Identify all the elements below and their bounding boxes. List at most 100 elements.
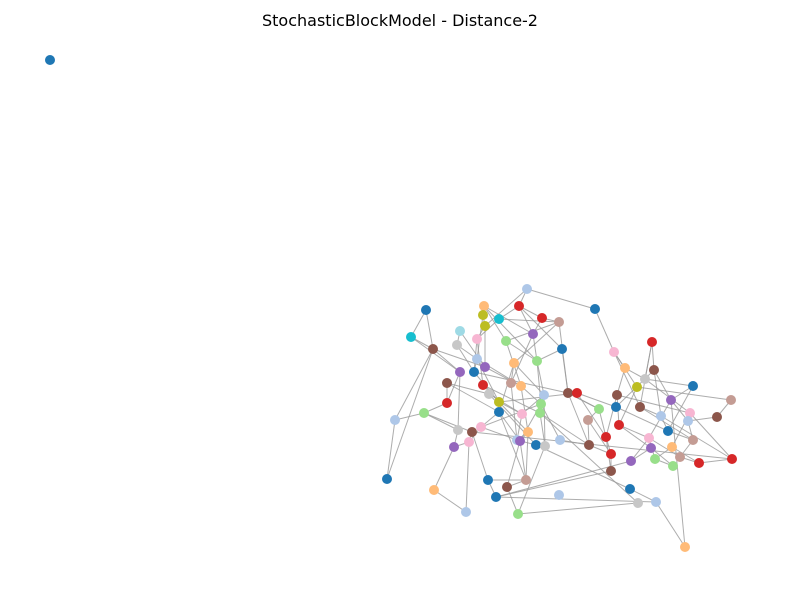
graph-edge <box>425 309 434 350</box>
graph-edge <box>671 446 700 464</box>
graph-edge <box>618 386 638 426</box>
graph-edge <box>653 369 672 401</box>
graph-node <box>594 404 604 414</box>
graph-node <box>563 388 573 398</box>
graph-edge <box>456 344 475 373</box>
graph-node <box>428 344 438 354</box>
graph-node <box>532 356 542 366</box>
graph-node <box>483 475 493 485</box>
graph-edge <box>517 502 639 515</box>
graph-node <box>649 365 659 375</box>
graph-node <box>455 326 465 336</box>
graph-nodes <box>45 55 737 552</box>
graph-node <box>472 334 482 344</box>
graph-edge <box>510 333 534 384</box>
graph-edge <box>517 445 546 515</box>
graph-node <box>606 449 616 459</box>
graph-edge <box>653 369 662 417</box>
graph-node <box>513 509 523 519</box>
graph-node <box>478 380 488 390</box>
graph-node <box>572 388 582 398</box>
graph-edge <box>495 496 657 503</box>
graph-edge <box>495 470 612 498</box>
graph-node <box>494 314 504 324</box>
graph-edge <box>433 446 455 491</box>
graph-edge <box>567 392 590 446</box>
graph-node <box>555 435 565 445</box>
graph-node <box>685 408 695 418</box>
graph-node <box>668 461 678 471</box>
graph-edge <box>483 305 507 342</box>
graph-node <box>590 304 600 314</box>
graph-edge <box>535 444 631 490</box>
graph-node <box>523 427 533 437</box>
graph-node <box>476 422 486 432</box>
graph-node <box>479 301 489 311</box>
graph-node <box>517 409 527 419</box>
graph-node <box>461 507 471 517</box>
graph-edge <box>480 426 518 441</box>
graph-node <box>509 358 519 368</box>
graph-edge <box>457 371 461 431</box>
graph-node <box>531 440 541 450</box>
graph-node <box>506 378 516 388</box>
graph-node <box>502 482 512 492</box>
graph-node <box>469 367 479 377</box>
graph-node <box>683 416 693 426</box>
graph-node <box>694 458 704 468</box>
graph-edge <box>594 308 615 353</box>
graph-edge <box>539 412 590 446</box>
graph-node <box>478 310 488 320</box>
graph-node <box>455 367 465 377</box>
graph-node <box>516 381 526 391</box>
graph-node <box>675 452 685 462</box>
graph-node <box>644 433 654 443</box>
graph-edge <box>613 351 641 408</box>
graph-node <box>472 354 482 364</box>
graph-edge <box>519 440 527 481</box>
graph-edge <box>506 440 521 488</box>
graph-node <box>442 398 452 408</box>
graph-node <box>609 347 619 357</box>
graph-node <box>45 55 55 65</box>
graph-edge <box>518 305 563 350</box>
graph-edge <box>698 458 733 464</box>
graph-node <box>625 484 635 494</box>
graph-node <box>635 402 645 412</box>
graph-edge <box>446 382 500 413</box>
graph-edge <box>433 489 467 513</box>
graph-title: StochasticBlockModel - Distance-2 <box>262 11 538 30</box>
graph-node <box>453 425 463 435</box>
graph-node <box>390 415 400 425</box>
graph-node <box>726 395 736 405</box>
graph-edge <box>471 431 489 481</box>
graph-edge <box>618 424 652 449</box>
graph-edge <box>465 441 470 513</box>
graph-node <box>467 427 477 437</box>
graph-node <box>611 402 621 412</box>
graph-node <box>484 389 494 399</box>
graph-node <box>480 362 490 372</box>
graph-node <box>667 442 677 452</box>
graph-node <box>528 329 538 339</box>
graph-node <box>557 344 567 354</box>
graph-node <box>632 382 642 392</box>
graph-edge <box>480 403 542 428</box>
graph-edge <box>644 378 694 387</box>
graph-node <box>515 436 525 446</box>
graph-node <box>584 440 594 450</box>
graph-node <box>620 363 630 373</box>
graph-edge <box>498 411 527 481</box>
graph-node <box>429 485 439 495</box>
graph-node <box>666 395 676 405</box>
graph-node <box>522 284 532 294</box>
graph-node <box>646 443 656 453</box>
graph-edge <box>655 501 686 548</box>
graph-node <box>626 456 636 466</box>
graph-edges <box>386 288 733 548</box>
graph-node <box>583 415 593 425</box>
graph-edge <box>520 385 529 433</box>
graph-edge <box>513 321 560 364</box>
graph-node <box>647 337 657 347</box>
